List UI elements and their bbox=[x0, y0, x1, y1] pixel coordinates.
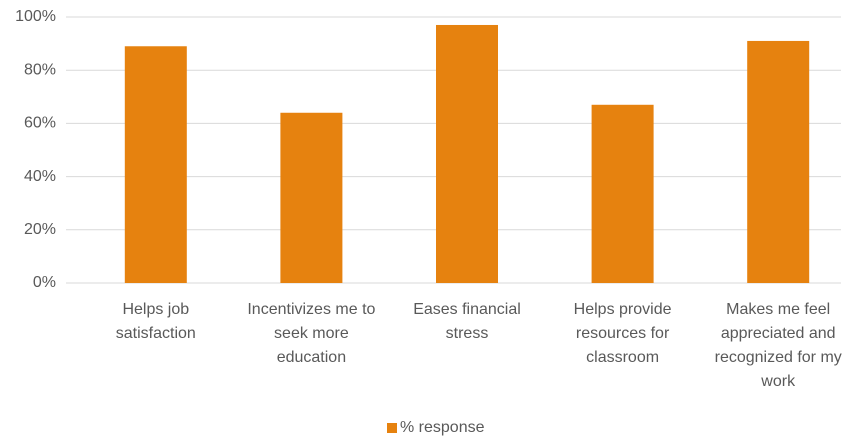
legend-label: % response bbox=[400, 419, 485, 436]
bar bbox=[124, 46, 187, 284]
label-line: resources for bbox=[576, 325, 670, 342]
label-line: stress bbox=[446, 325, 489, 342]
x-tick-label: Helps provide resources for classroom bbox=[574, 301, 672, 366]
y-tick-label: 40% bbox=[24, 168, 56, 185]
label-line: work bbox=[760, 373, 796, 390]
bar bbox=[436, 24, 498, 283]
y-tick-label: 0% bbox=[33, 274, 56, 291]
bar bbox=[591, 104, 654, 283]
label-line: Eases financial bbox=[413, 301, 521, 318]
x-tick-label: Eases financial stress bbox=[413, 301, 521, 342]
bar bbox=[280, 112, 343, 283]
x-tick-label: Incentivizes me to seek more education bbox=[247, 301, 375, 366]
x-tick-label: Makes me feel appreciated and recognized f… bbox=[715, 301, 842, 390]
label-line: appreciated and bbox=[721, 325, 836, 342]
y-tick-label: 20% bbox=[24, 221, 56, 238]
x-tick-label: Helps job satisfaction bbox=[116, 301, 196, 342]
y-tick-label: 100% bbox=[15, 8, 56, 25]
label-line: recognized for my bbox=[715, 349, 842, 366]
label-line: satisfaction bbox=[116, 325, 196, 342]
y-tick-label: 80% bbox=[24, 61, 56, 78]
label-line: Incentivizes me to bbox=[247, 301, 375, 318]
label-line: Helps provide bbox=[574, 301, 672, 318]
label-line: Helps job bbox=[122, 301, 189, 318]
label-line: classroom bbox=[586, 349, 659, 366]
label-line: seek more bbox=[274, 325, 349, 342]
y-tick-label: 60% bbox=[24, 115, 56, 132]
label-line: Makes me feel bbox=[726, 301, 830, 318]
bar bbox=[747, 40, 810, 283]
label-line: education bbox=[277, 349, 346, 366]
legend-swatch bbox=[387, 423, 397, 433]
